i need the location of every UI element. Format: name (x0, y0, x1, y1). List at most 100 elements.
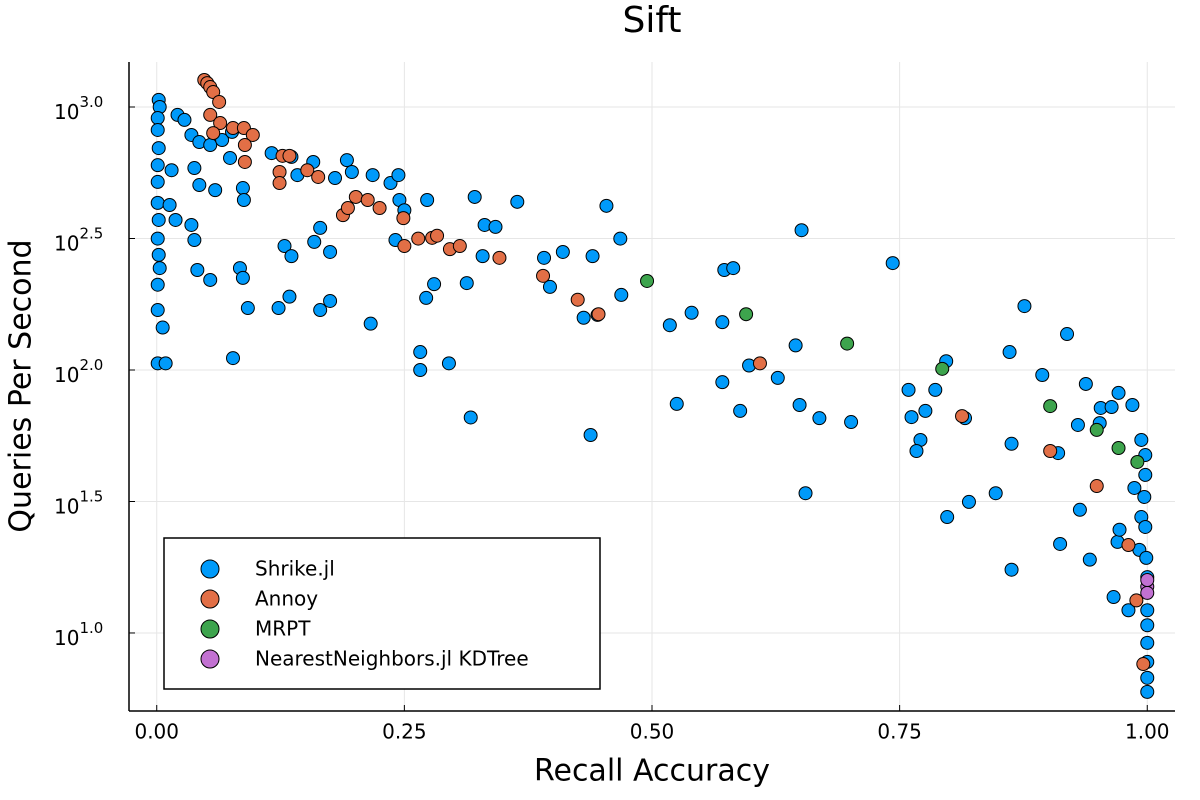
point (909, 443, 924, 458)
point (158, 356, 173, 371)
point (441, 356, 456, 371)
point (770, 370, 785, 385)
point (212, 94, 227, 109)
point (1070, 417, 1085, 432)
y-tick-label: 102.5 (54, 224, 103, 255)
point (151, 141, 166, 156)
point (360, 192, 375, 207)
point (339, 153, 354, 168)
point (311, 169, 326, 184)
point (1002, 345, 1017, 360)
y-tick-label: 101.5 (54, 487, 103, 518)
point (844, 415, 859, 430)
chart-title: Sift (622, 0, 681, 41)
point (419, 290, 434, 305)
point (1140, 635, 1155, 650)
point (901, 382, 916, 397)
point (168, 212, 183, 227)
point (328, 171, 343, 186)
point (413, 362, 428, 377)
point (396, 211, 411, 226)
point (840, 336, 855, 351)
point (151, 247, 166, 262)
point (1082, 552, 1097, 567)
point (282, 148, 297, 163)
point (467, 189, 482, 204)
point (798, 486, 813, 501)
point (427, 277, 442, 292)
point (537, 250, 552, 265)
point (235, 181, 250, 196)
point (277, 239, 292, 254)
point (555, 244, 570, 259)
legend-label: Shrike.jl (255, 557, 335, 581)
point (599, 198, 614, 213)
point (213, 116, 228, 131)
point (570, 292, 585, 307)
x-tick-label: 0.00 (134, 720, 179, 744)
point (1137, 489, 1152, 504)
point (300, 163, 315, 178)
point (1060, 327, 1075, 342)
y-tick-label: 103.0 (54, 93, 103, 124)
point (203, 138, 218, 153)
point (788, 338, 803, 353)
x-tick-label: 0.75 (877, 720, 922, 744)
point (475, 249, 490, 264)
point (203, 272, 218, 287)
point (1053, 536, 1068, 551)
point (1140, 684, 1155, 699)
point (662, 318, 677, 333)
point (340, 201, 355, 216)
point (739, 307, 754, 322)
point (365, 168, 380, 183)
point (187, 233, 202, 248)
legend-label: NearestNeighbors.jl KDTree (255, 647, 529, 671)
legend-label: Annoy (255, 587, 318, 611)
point (203, 107, 218, 122)
point (733, 403, 748, 418)
point (614, 287, 629, 302)
legend-marker (200, 619, 220, 639)
point (237, 154, 252, 169)
point (1140, 618, 1155, 633)
point (794, 223, 809, 238)
point (208, 183, 223, 198)
point (1104, 400, 1119, 415)
point (1017, 299, 1032, 314)
point (961, 494, 976, 509)
point (1089, 479, 1104, 494)
point (235, 270, 250, 285)
point (271, 301, 286, 316)
point (391, 168, 406, 183)
point (684, 305, 699, 320)
point (1140, 670, 1155, 685)
point (420, 192, 435, 207)
point (411, 231, 426, 246)
point (282, 289, 297, 304)
point (988, 486, 1003, 501)
point (245, 127, 260, 142)
y-tick-label: 102.0 (54, 355, 103, 386)
point (187, 161, 202, 176)
point (510, 194, 525, 209)
point (1134, 432, 1149, 447)
point (1004, 436, 1019, 451)
point (155, 320, 170, 335)
point (542, 279, 557, 294)
point (430, 228, 445, 243)
point (463, 410, 478, 425)
point (1138, 519, 1153, 534)
point (1072, 502, 1087, 517)
point (150, 122, 165, 137)
point (1140, 573, 1155, 588)
point (151, 212, 166, 227)
point (150, 195, 165, 210)
x-tick-label: 0.25 (382, 720, 427, 744)
point (1121, 603, 1136, 618)
point (576, 310, 591, 325)
point (904, 410, 919, 425)
legend-label: MRPT (255, 617, 311, 641)
point (613, 231, 628, 246)
